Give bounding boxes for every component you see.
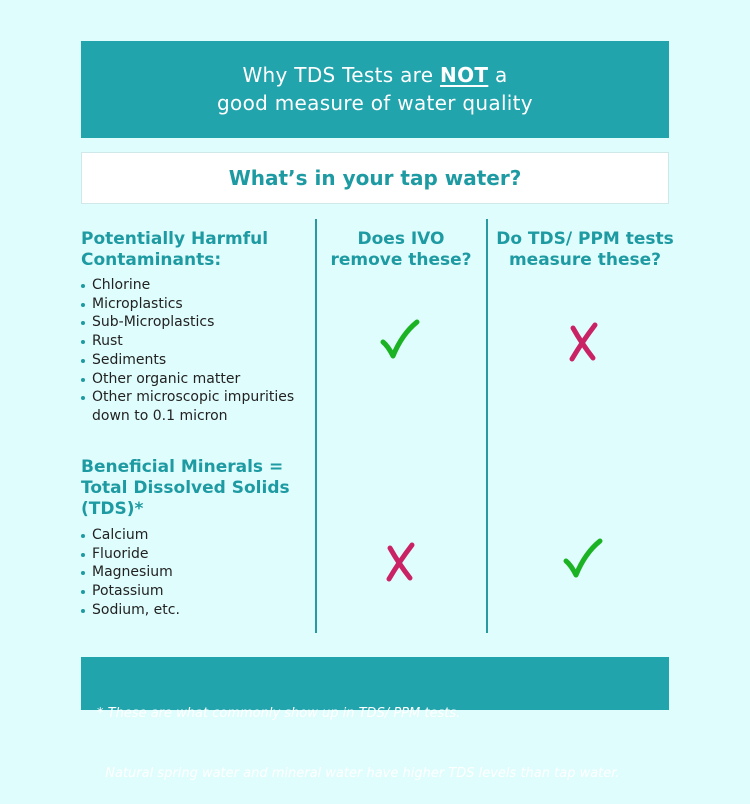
contaminants-ivo-check-icon	[380, 319, 420, 359]
contaminants-heading-line1: Potentially Harmful	[81, 229, 269, 249]
list-item: Magnesium	[81, 563, 180, 582]
footnote-line2: Natural spring water and mineral water h…	[97, 766, 620, 781]
list-item: Other organic matter	[81, 370, 294, 389]
minerals-heading-line1: Beneficial Minerals =	[81, 457, 284, 477]
list-item: Chlorine	[81, 276, 294, 295]
minerals-ivo-cross-icon	[386, 542, 415, 582]
minerals-heading-line3: (TDS)*	[81, 499, 144, 519]
header-title-line2: good measure of water quality	[217, 91, 533, 115]
list-item: Other microscopic impurities	[81, 388, 294, 407]
minerals-list: Calcium Fluoride Magnesium Potassium Sod…	[81, 526, 180, 620]
column-divider-right	[486, 219, 488, 633]
column-heading-tds-line1: Do TDS/ PPM tests	[496, 229, 674, 249]
list-item: Microplastics	[81, 295, 294, 314]
column-heading-tds-line2: measure these?	[508, 250, 662, 270]
header-banner: Why TDS Tests are NOT a good measure of …	[81, 41, 669, 138]
minerals-heading-line2: Total Dissolved Solids	[81, 478, 290, 498]
list-item: Sub-Microplastics	[81, 313, 294, 332]
column-heading-tds: Do TDS/ PPM tests measure these?	[490, 229, 680, 271]
header-emphasis-not: NOT	[440, 63, 489, 87]
contaminants-heading-line2: Contaminants:	[81, 250, 222, 270]
list-item-continuation: down to 0.1 micron	[92, 407, 228, 424]
list-item: Fluoride	[81, 545, 180, 564]
contaminants-list: Chlorine Microplastics Sub-Microplastics…	[81, 276, 294, 426]
list-item: Sediments	[81, 351, 294, 370]
list-item: Rust	[81, 332, 294, 351]
column-divider-left	[315, 219, 317, 633]
header-text-after: a	[488, 63, 508, 87]
column-heading-ivo-line2: remove these?	[330, 250, 472, 270]
header-text-before: Why TDS Tests are	[242, 63, 441, 87]
list-item: Potassium	[81, 582, 180, 601]
column-heading-ivo-line1: Does IVO	[357, 229, 445, 249]
list-item: Calcium	[81, 526, 180, 545]
question-box: What’s in your tap water?	[81, 152, 669, 204]
contaminants-tds-cross-icon	[569, 322, 598, 362]
list-item: Sodium, etc.	[81, 601, 180, 620]
column-heading-ivo: Does IVO remove these?	[318, 229, 484, 271]
contaminants-heading: Potentially Harmful Contaminants:	[81, 229, 268, 271]
footnote-line1: * These are what commonly show up in TDS…	[97, 706, 461, 721]
header-title-line1: Why TDS Tests are NOT a	[81, 61, 669, 89]
minerals-heading: Beneficial Minerals = Total Dissolved So…	[81, 457, 290, 520]
footnote-banner: * These are what commonly show up in TDS…	[81, 657, 669, 781]
minerals-tds-check-icon	[563, 538, 603, 578]
